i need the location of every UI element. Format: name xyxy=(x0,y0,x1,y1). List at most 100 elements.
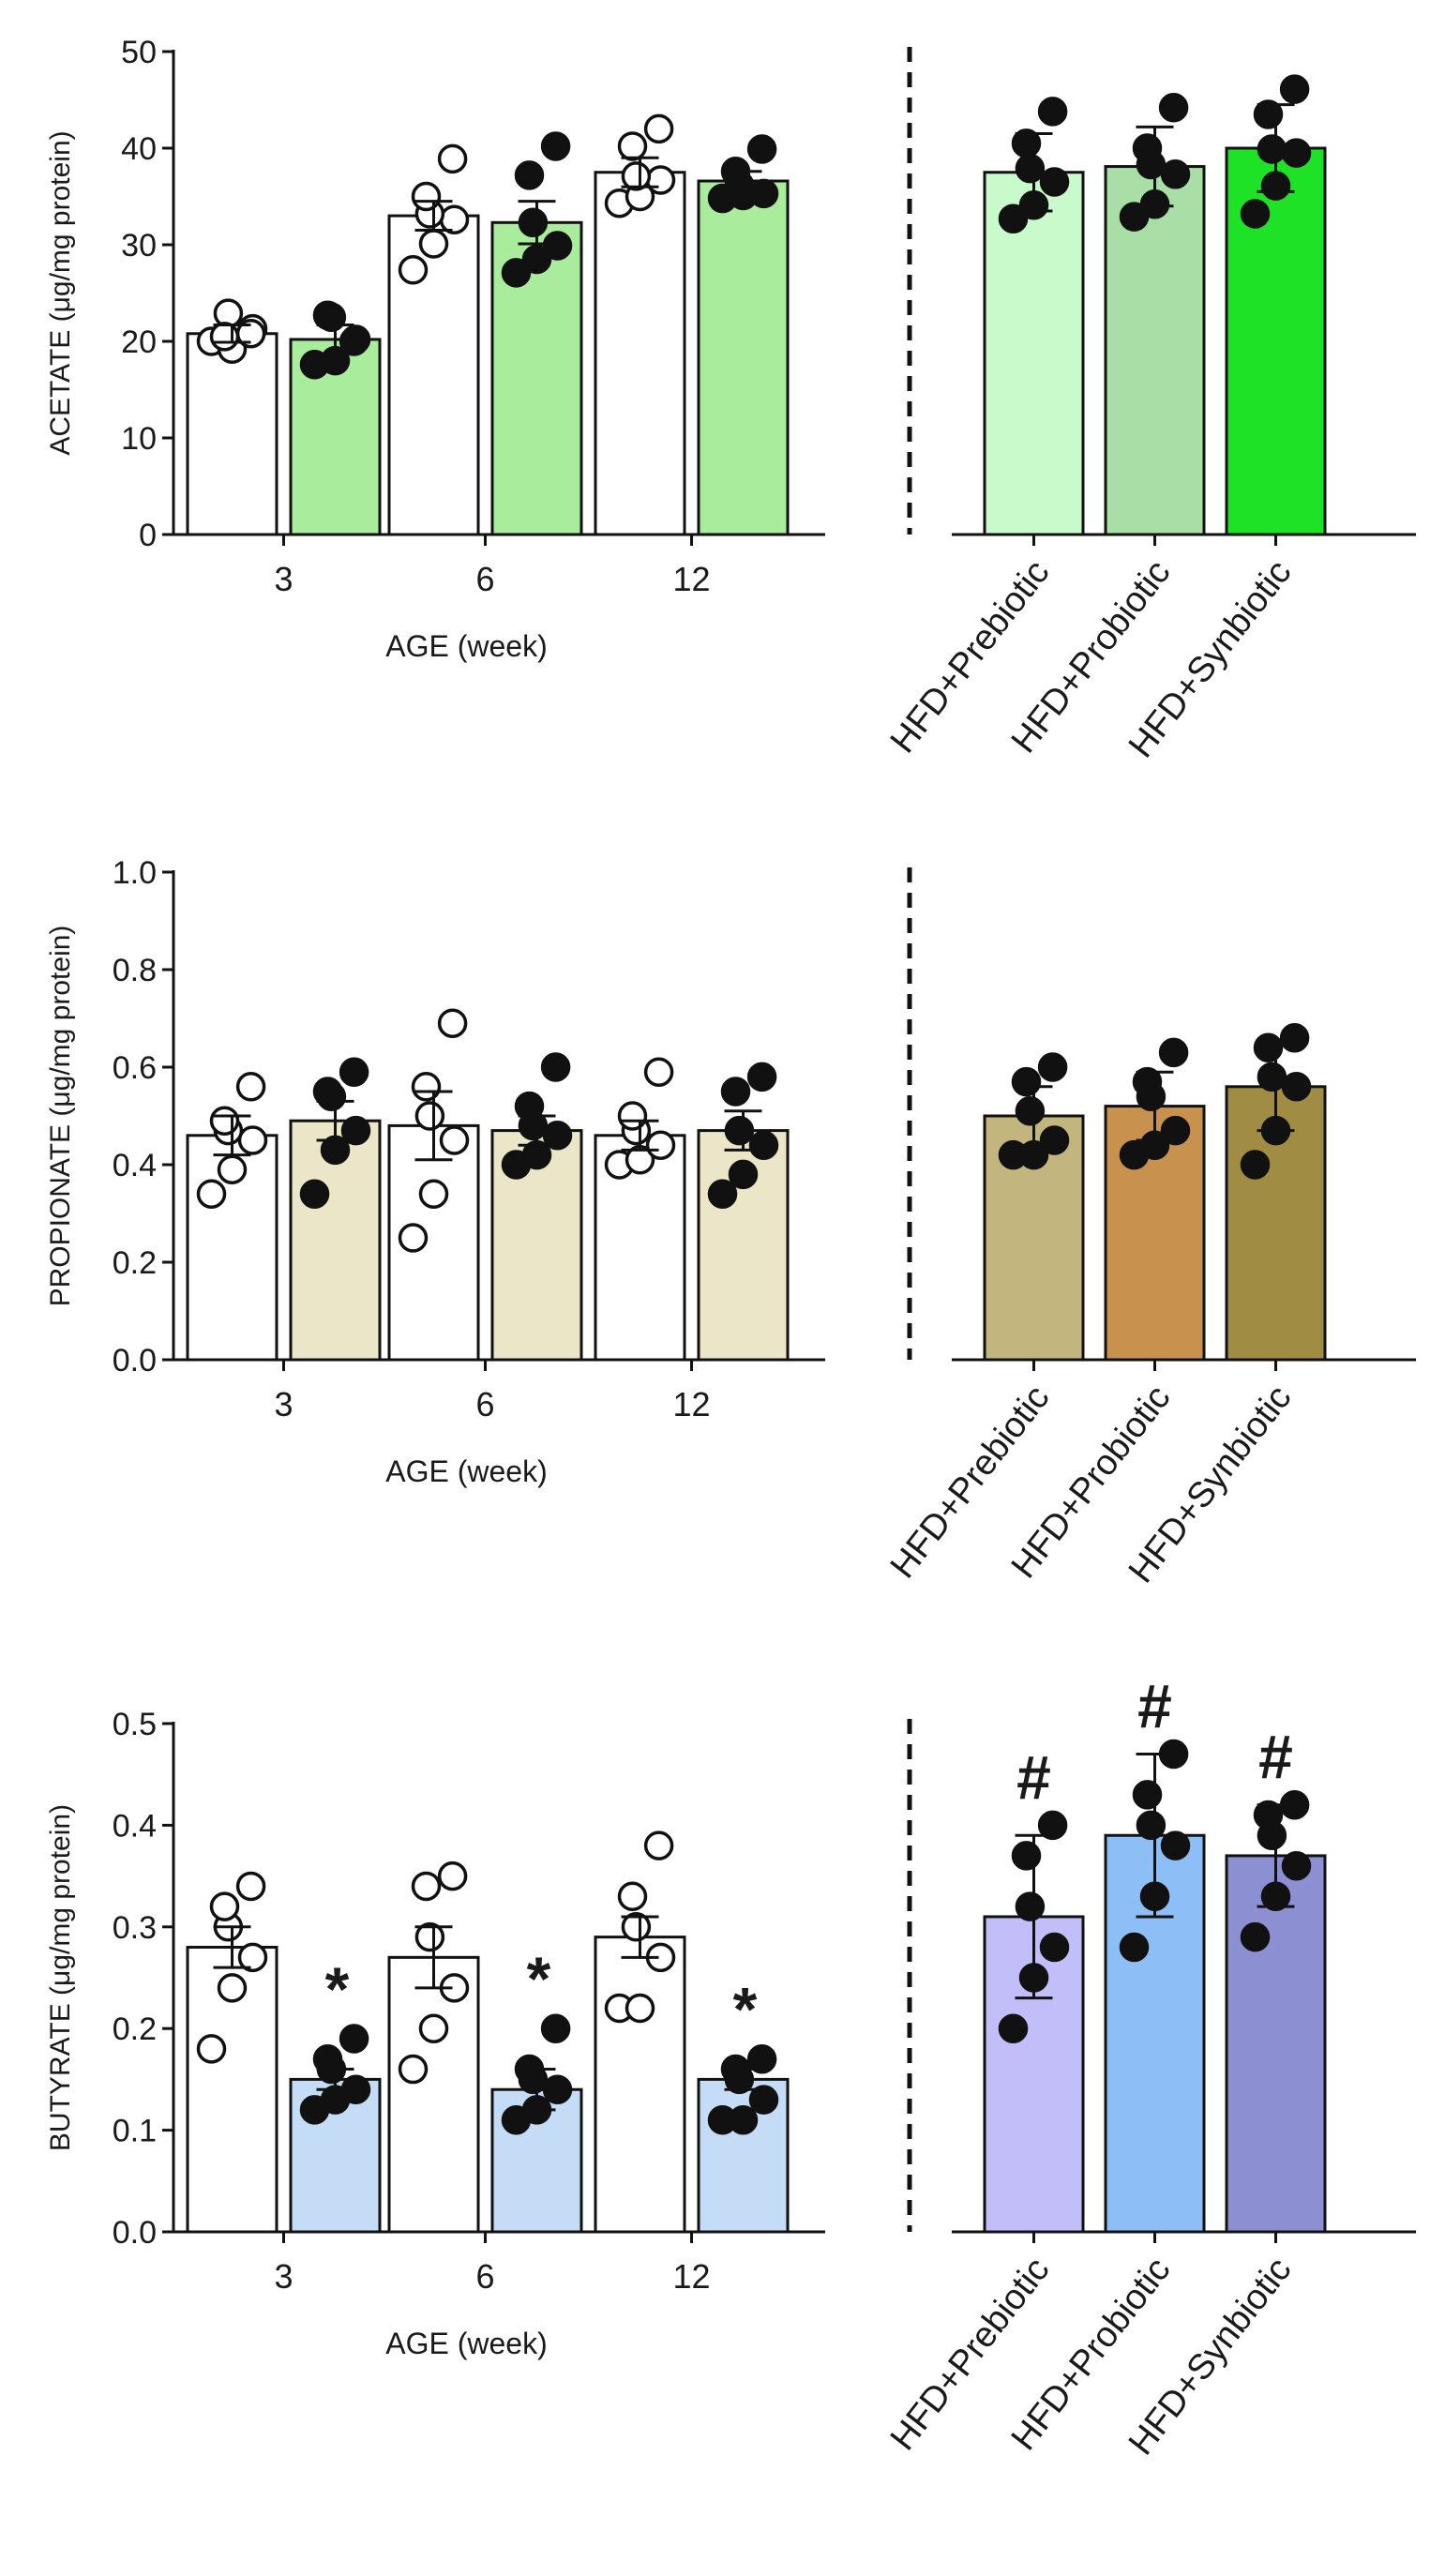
butyrate-12wk-hfd-point-1 xyxy=(728,2105,759,2135)
propionate-12wk-hfd-point-4 xyxy=(720,1077,751,1107)
butyrate-x-tick-label-0: 3 xyxy=(274,2257,293,2296)
butyrate-3wk-control-point-1 xyxy=(217,1973,248,2003)
propionate-12wk-control-point-5 xyxy=(643,1057,674,1087)
panel-butyrate-treatments: #HFD+Prebiotic#HFD+Probiotic#HFD+Synbiot… xyxy=(883,1672,1416,2463)
acetate-12wk-hfd-bar xyxy=(697,179,790,536)
propionate-6wk-control-point-0 xyxy=(398,1223,429,1253)
butyrate-treatments-hfd-prebiotic-point-3 xyxy=(1015,1891,1046,1921)
propionate-3wk-control-point-4 xyxy=(209,1106,240,1136)
butyrate-treatments-hfd-prebiotic-point-2 xyxy=(1039,1932,1070,1963)
acetate-group-3: 3 xyxy=(186,298,382,598)
propionate-x-label: AGE (week) xyxy=(385,1454,547,1488)
butyrate-y-tick-label-1: 0.1 xyxy=(113,2114,157,2149)
acetate-3wk-hfd-point-4 xyxy=(312,300,343,330)
propionate-group-12: 12 xyxy=(594,1057,790,1424)
butyrate-y-tick-label-0: 0.0 xyxy=(113,2215,157,2251)
butyrate-6wk-hfd-point-2 xyxy=(542,2074,573,2104)
acetate-6wk-hfd-point-1 xyxy=(521,244,552,275)
butyrate-3wk-control-point-2 xyxy=(237,1942,268,1973)
propionate-y-tick-label-2: 0.4 xyxy=(113,1148,157,1183)
acetate-x-tick-label-2: 12 xyxy=(672,560,710,598)
propionate-6wk-control-point-2 xyxy=(439,1125,470,1155)
acetate-y-tick-label-1: 10 xyxy=(121,421,157,457)
acetate-12wk-control-point-4 xyxy=(617,131,648,161)
acetate-group-12: 12 xyxy=(594,113,790,598)
butyrate-treatments-hfd-prebiotic-point-5 xyxy=(1037,1810,1068,1841)
acetate-x-tick-label-0: 3 xyxy=(274,560,293,598)
butyrate-12wk-control-point-3 xyxy=(621,1912,652,1942)
propionate-treatments-hfd-probiotic-point-5 xyxy=(1158,1037,1189,1068)
acetate-treatments-hfd-prebiotic-point-3 xyxy=(1015,153,1046,184)
acetate-3wk-control-bar xyxy=(186,332,278,536)
propionate-y-tick-label-0: 0.0 xyxy=(113,1343,157,1378)
acetate-y-tick-label-0: 0 xyxy=(139,518,157,553)
propionate-12wk-hfd-point-3 xyxy=(724,1115,755,1146)
butyrate-6wk-control-point-5 xyxy=(437,1860,468,1891)
butyrate-3wk-hfd-point-4 xyxy=(312,2043,343,2074)
propionate-treatments-hfd-synbiotic-point-2 xyxy=(1281,1072,1312,1102)
acetate-x-tick-label-1: 6 xyxy=(475,560,494,598)
butyrate-group-12: * 12 xyxy=(594,1830,790,2296)
propionate-12wk-control-point-2 xyxy=(645,1130,676,1160)
butyrate-x-tick-label-1: 6 xyxy=(475,2257,494,2296)
butyrate-3wk-hfd-point-5 xyxy=(339,2024,369,2054)
propionate-treatments-hfd-synbiotic-point-4 xyxy=(1253,1032,1284,1062)
butyrate-treatments-hfd-synbiotic-bar xyxy=(1225,1854,1327,2234)
butyrate-y-tick-label-4: 0.4 xyxy=(113,1808,157,1844)
propionate-3wk-hfd-point-5 xyxy=(339,1057,369,1087)
acetate-12wk-control-point-3 xyxy=(621,161,652,191)
acetate-treatments-hfd-synbiotic-point-0 xyxy=(1240,199,1271,229)
acetate-treatments-hfd-probiotic-point-2 xyxy=(1160,159,1191,189)
butyrate-treatments-hfd-probiotic-point-3 xyxy=(1136,1810,1167,1841)
acetate-y-tick-label-5: 50 xyxy=(121,35,157,70)
propionate-y-tick-label-4: 0.8 xyxy=(113,953,157,988)
propionate-treatments-hfd-prebiotic-point-5 xyxy=(1037,1052,1068,1082)
acetate-6wk-hfd-point-4 xyxy=(514,160,545,190)
butyrate-x-label: AGE (week) xyxy=(385,2327,547,2360)
propionate-12wk-control-point-4 xyxy=(617,1101,648,1131)
propionate-treatments-hfd-prebiotic-point-4 xyxy=(1011,1066,1042,1097)
propionate-y-label: PROPIONATE (μg/mg protein) xyxy=(45,926,76,1307)
propionate-12wk-hfd-point-2 xyxy=(748,1130,779,1160)
butyrate-3wk-control-point-5 xyxy=(235,1871,266,1902)
acetate-treatments-hfd-probiotic-bar xyxy=(1104,165,1206,536)
butyrate-3wk-hfd-annotation: * xyxy=(325,1954,350,2024)
butyrate-6wk-control-point-0 xyxy=(398,2054,429,2085)
butyrate-12wk-control-point-1 xyxy=(625,1993,655,2024)
butyrate-y-tick-label-5: 0.5 xyxy=(113,1707,157,1742)
butyrate-x-tick-label-2: 12 xyxy=(672,2257,710,2296)
propionate-6wk-control-point-3 xyxy=(414,1101,445,1131)
panel-propionate: 0.0 0.2 0.4 0.6 0.8 1.0 PROPIONATE (μg/mg prot… xyxy=(45,855,912,1488)
butyrate-treatments-hfd-synbiotic-annotation: # xyxy=(1258,1723,1293,1792)
propionate-3wk-control-bar xyxy=(186,1134,278,1362)
acetate-treatments-hfd-prebiotic-point-2 xyxy=(1039,167,1070,197)
propionate-6wk-control-point-5 xyxy=(437,1008,468,1038)
acetate-3wk-control-point-5 xyxy=(235,319,266,349)
propionate-group-3: 3 xyxy=(186,1057,382,1424)
acetate-12wk-control-bar xyxy=(594,171,686,536)
propionate-x-tick-label-2: 12 xyxy=(672,1385,710,1424)
acetate-group-6: 6 xyxy=(387,131,583,598)
butyrate-12wk-control-point-5 xyxy=(643,1830,674,1860)
propionate-y-tick-label-1: 0.2 xyxy=(113,1245,157,1281)
propionate-y-tick-label-3: 0.6 xyxy=(113,1050,157,1086)
acetate-6wk-control-point-4 xyxy=(411,181,442,212)
propionate-x-tick-label-1: 6 xyxy=(475,1385,494,1424)
acetate-y-tick-label-3: 30 xyxy=(121,228,157,264)
butyrate-group-6: *6 xyxy=(387,1860,583,2296)
acetate-6wk-control-point-1 xyxy=(418,229,449,259)
butyrate-treatments-hfd-prebiotic-point-0 xyxy=(998,2013,1029,2043)
propionate-12wk-hfd-point-5 xyxy=(746,1062,777,1092)
butyrate-treatments-hfd-prebiotic-point-4 xyxy=(1011,1841,1042,1871)
propionate-3wk-control-point-1 xyxy=(217,1154,248,1184)
butyrate-6wk-control-point-3 xyxy=(414,1921,445,1952)
acetate-treatments-hfd-synbiotic-bar xyxy=(1225,146,1327,536)
propionate-y-tick-label-5: 1.0 xyxy=(113,855,157,891)
acetate-6wk-control-point-5 xyxy=(437,143,468,174)
acetate-y-tick-label-2: 20 xyxy=(121,324,157,360)
acetate-treatments-hfd-synbiotic-point-3 xyxy=(1257,134,1287,164)
propionate-treatments-hfd-synbiotic-point-3 xyxy=(1257,1062,1287,1092)
